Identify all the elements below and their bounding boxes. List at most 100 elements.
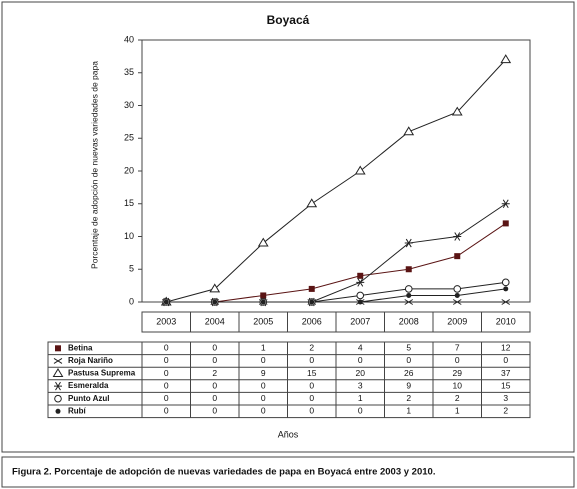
marker	[405, 266, 412, 273]
table-value: 0	[261, 355, 266, 365]
table-value: 0	[212, 393, 217, 403]
table-value: 1	[455, 406, 460, 416]
y-tick-label: 40	[124, 34, 134, 44]
table-value: 0	[212, 343, 217, 353]
table-value: 12	[501, 343, 511, 353]
table-value: 1	[261, 343, 266, 353]
y-tick-label: 5	[129, 264, 134, 274]
table-value: 1	[406, 406, 411, 416]
table-value: 15	[307, 368, 317, 378]
marker	[406, 292, 412, 298]
marker	[357, 299, 363, 305]
y-tick-label: 10	[124, 231, 134, 241]
table-value: 2	[455, 393, 460, 403]
table-value: 0	[358, 406, 363, 416]
marker	[309, 299, 315, 305]
marker	[453, 232, 462, 241]
marker	[502, 220, 509, 227]
plot-frame	[141, 39, 531, 303]
marker	[260, 299, 266, 305]
table-value: 0	[358, 355, 363, 365]
x-tick-label: 2009	[447, 316, 467, 326]
legend-label: Punto Azul	[68, 394, 109, 403]
y-tick-label: 30	[124, 100, 134, 110]
marker	[257, 237, 269, 247]
table-value: 0	[406, 355, 411, 365]
table-value: 2	[503, 406, 508, 416]
marker	[354, 165, 366, 175]
table-value: 15	[501, 380, 511, 390]
x-tick-label: 2007	[350, 316, 370, 326]
table-value: 0	[261, 406, 266, 416]
table-value: 0	[164, 393, 169, 403]
table-value: 7	[455, 343, 460, 353]
table-value: 0	[164, 380, 169, 390]
y-tick-label: 15	[124, 198, 134, 208]
table-value: 3	[358, 380, 363, 390]
table-value: 0	[164, 343, 169, 353]
legend-label: Rubí	[68, 406, 87, 415]
marker	[454, 292, 460, 298]
marker	[209, 283, 221, 293]
table-value: 2	[406, 393, 411, 403]
table-value: 3	[503, 393, 508, 403]
legend-symbol	[54, 394, 62, 403]
table-value: 1	[358, 393, 363, 403]
table-value: 20	[356, 368, 366, 378]
marker	[55, 408, 61, 414]
table-value: 0	[309, 355, 314, 365]
legend-symbol	[55, 345, 61, 352]
table-value: 0	[212, 380, 217, 390]
legend-symbol	[54, 381, 62, 391]
table-value: 5	[406, 343, 411, 353]
table-value: 9	[261, 368, 266, 378]
marker	[54, 381, 62, 391]
x-tick-label: 2006	[302, 316, 322, 326]
table-value: 0	[212, 355, 217, 365]
marker	[404, 299, 414, 305]
chart-title: Boyacá	[267, 13, 310, 27]
marker	[454, 253, 461, 260]
legend-label: Pastusa Suprema	[68, 369, 136, 378]
marker	[452, 299, 462, 305]
marker	[404, 238, 413, 248]
legend-symbol	[53, 357, 63, 364]
series-line	[166, 222, 507, 303]
marker	[357, 272, 364, 279]
marker	[356, 278, 365, 287]
marker	[163, 299, 169, 305]
y-tick-label: 20	[124, 165, 134, 175]
chart-frame	[1, 1, 575, 453]
table-value: 0	[309, 406, 314, 416]
table-value: 9	[406, 380, 411, 390]
series-line	[166, 288, 506, 303]
table-value: 0	[309, 393, 314, 403]
table-value: 10	[453, 380, 463, 390]
table-value: 0	[455, 355, 460, 365]
table-value: 26	[404, 368, 414, 378]
table-value: 0	[212, 406, 217, 416]
x-tick-label: 2010	[496, 316, 516, 326]
marker	[306, 198, 318, 208]
marker	[501, 278, 510, 287]
marker	[501, 299, 511, 305]
x-tick-label: 2004	[205, 316, 225, 326]
marker	[260, 292, 267, 299]
marker	[212, 299, 218, 305]
marker	[403, 126, 415, 136]
x-tick-label: 2003	[156, 316, 176, 326]
table-value: 0	[261, 393, 266, 403]
y-tick-label: 0	[129, 296, 134, 306]
marker	[54, 394, 62, 403]
marker	[501, 199, 510, 209]
marker	[55, 345, 61, 352]
series-line	[166, 59, 507, 303]
legend-symbol	[52, 368, 64, 377]
y-tick-label: 25	[124, 133, 134, 143]
marker	[404, 285, 413, 293]
table-value: 2	[309, 343, 314, 353]
y-axis-label: Porcentaje de adopción de nuevas varieda…	[89, 61, 99, 269]
marker	[451, 106, 463, 116]
table-value: 37	[501, 368, 511, 378]
